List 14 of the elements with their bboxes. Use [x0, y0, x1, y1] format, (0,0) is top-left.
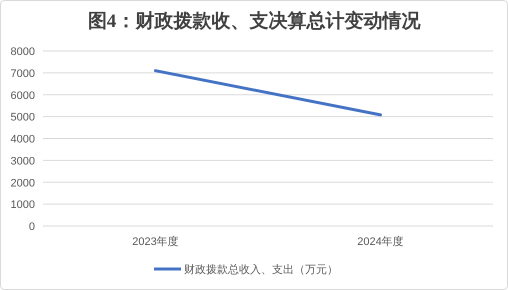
- title: 图4：财政拨款收、支决算总计变动情况: [88, 11, 420, 32]
- x-tick-label: 2023年度: [132, 235, 179, 248]
- y-tick-label: 4000: [10, 134, 35, 146]
- y-tick-label: 5000: [10, 112, 35, 124]
- y-tick-label: 3000: [10, 155, 35, 168]
- legend: 财政拨款总收入、支出（万元）: [154, 264, 338, 276]
- y-tick-label: 8000: [10, 46, 35, 58]
- legend-label: 财政拨款总收入、支出（万元）: [184, 263, 338, 276]
- y-tick-label: 0: [28, 221, 35, 233]
- x-tick-label: 2024年度: [357, 235, 404, 248]
- y-tick-label: 6000: [10, 90, 35, 102]
- y-tick-label: 7000: [10, 68, 35, 80]
- y-tick-label: 1000: [10, 199, 35, 212]
- y-tick-label: 2000: [10, 177, 35, 190]
